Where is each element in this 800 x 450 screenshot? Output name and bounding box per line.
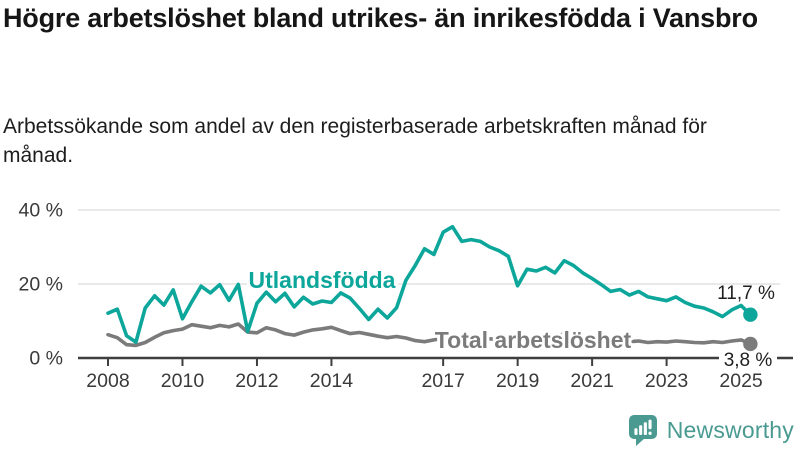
end-label-bg-1 xyxy=(719,350,777,370)
x-axis-label-2012: 2012 xyxy=(235,370,278,392)
x-axis-label-2025: 2025 xyxy=(719,370,763,392)
x-axis-label-2021: 2021 xyxy=(570,370,613,392)
newsworthy-bubble-chart-icon xyxy=(628,415,657,446)
series-label-0: Utlandsfödda xyxy=(249,267,396,293)
line-chart: 0 % 20 % 40 % 2008 2010 2012 2014 2017 2019 2021 2… xyxy=(19,200,793,392)
y-axis-label-20: 20 % xyxy=(19,274,63,296)
x-axis-label-2010: 2010 xyxy=(161,370,205,392)
x-axis-label-2017: 2017 xyxy=(421,370,464,392)
series-label-1: Total arbetslöshet xyxy=(435,327,632,353)
newsworthy-wordmark: Newsworthy xyxy=(666,417,794,443)
series-line-0 xyxy=(106,224,753,344)
end-value-label-1: 3,8 % xyxy=(724,350,773,371)
end-dot-0 xyxy=(743,307,758,322)
y-axis-label-40: 40 % xyxy=(19,200,63,222)
end-dot-1 xyxy=(743,336,758,352)
newsworthy-logo: Newsworthy xyxy=(628,414,794,447)
end-value-label-0: 11,7 % xyxy=(717,283,775,304)
x-axis-label-2023: 2023 xyxy=(645,370,688,392)
chart-subtitle: Arbetssökande som andel av den registerb… xyxy=(3,115,707,167)
x-axis-label-2014: 2014 xyxy=(310,370,354,392)
chart-title: Högre arbetslöshet bland utrikes- än inr… xyxy=(3,3,758,33)
x-axis-label-2019: 2019 xyxy=(496,370,539,392)
x-axis-label-2008: 2008 xyxy=(86,370,129,392)
y-axis-label-0: 0 % xyxy=(29,348,63,370)
series-line-1 xyxy=(106,322,753,348)
